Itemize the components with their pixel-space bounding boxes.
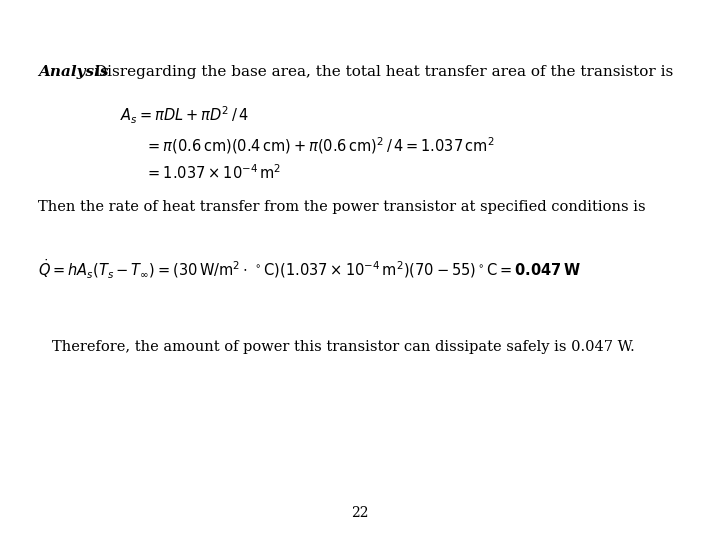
Text: Therefore, the amount of power this transistor can dissipate safely is 0.047 W.: Therefore, the amount of power this tran… (52, 340, 635, 354)
Text: 22: 22 (351, 506, 369, 520)
Text: $= \pi(0.6\,\mathrm{cm})(0.4\,\mathrm{cm}) + \pi(0.6\,\mathrm{cm})^2 \,/\, 4 = 1: $= \pi(0.6\,\mathrm{cm})(0.4\,\mathrm{cm… (145, 135, 495, 156)
Text: Analysis: Analysis (38, 65, 109, 79)
Text: Then the rate of heat transfer from the power transistor at specified conditions: Then the rate of heat transfer from the … (38, 200, 646, 214)
Text: $\dot{Q} = hA_s(T_s - T_\infty) = (30\,\mathrm{W/m}^2 \cdot\, ^\circ\mathrm{C})(: $\dot{Q} = hA_s(T_s - T_\infty) = (30\,\… (38, 258, 581, 281)
Text: $A_s = \pi DL + \pi D^2 \,/\, 4$: $A_s = \pi DL + \pi D^2 \,/\, 4$ (120, 105, 249, 126)
Text: Disregarding the base area, the total heat transfer area of the transistor is: Disregarding the base area, the total he… (90, 65, 673, 79)
Text: $= 1.037 \times 10^{-4}\,\mathrm{m}^2$: $= 1.037 \times 10^{-4}\,\mathrm{m}^2$ (145, 163, 282, 181)
